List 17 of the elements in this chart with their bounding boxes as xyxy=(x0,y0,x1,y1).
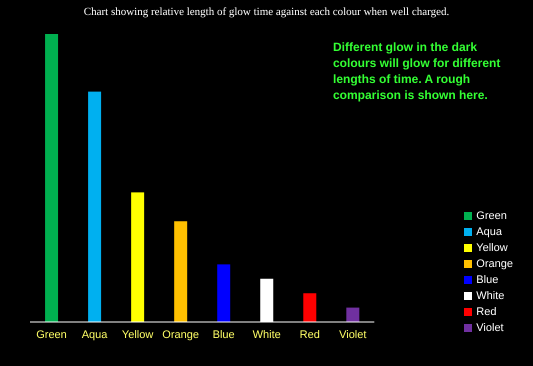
legend-label: Green xyxy=(476,210,507,222)
legend-label: Yellow xyxy=(476,242,508,254)
x-tick-label: Green xyxy=(36,328,67,341)
x-tick-label: Blue xyxy=(212,328,235,341)
x-tick-label: Red xyxy=(300,328,320,341)
legend-label: Red xyxy=(476,306,496,318)
x-tick-label: Aqua xyxy=(82,328,108,341)
annotation: Different glow in the dark colours will glow for different lengths of time. A rough comparison is shown here. xyxy=(330,36,514,106)
legend-label: Orange xyxy=(476,258,513,270)
x-tick-label: Orange xyxy=(162,328,199,341)
legend-label: Blue xyxy=(476,274,498,286)
x-tick-label: Violet xyxy=(339,328,366,341)
legend-label: White xyxy=(476,290,504,302)
chart-title: Chart showing relative length of glow time against each colour when well charged. xyxy=(82,6,450,18)
legend-label: Aqua xyxy=(476,226,502,238)
x-tick-label: White xyxy=(252,328,281,341)
x-tick-label: Yellow xyxy=(122,328,154,341)
